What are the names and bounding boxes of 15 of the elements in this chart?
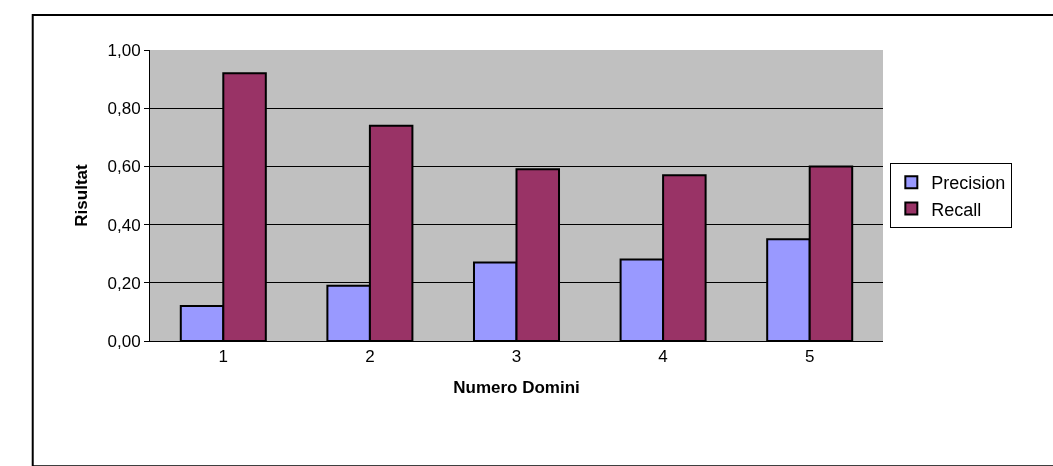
y-axis-title: Risultat — [72, 163, 92, 227]
x-tick-label: 5 — [804, 347, 815, 367]
legend-label: Recall — [931, 199, 982, 220]
y-tick-label: 0,00 — [107, 331, 141, 351]
x-tick-label: 1 — [218, 347, 229, 367]
x-tick-label: 3 — [511, 347, 522, 367]
y-tick-label: 0,60 — [107, 157, 141, 177]
y-tick-label: 0,40 — [107, 215, 141, 235]
legend-label: Precision — [931, 173, 1006, 194]
x-tick-label: 2 — [365, 347, 375, 367]
x-tick-label: 4 — [658, 347, 668, 367]
y-tick-label: 1,00 — [107, 40, 141, 60]
y-tick-label: 0,80 — [107, 99, 141, 119]
x-axis-title: Numero Domini — [453, 377, 580, 397]
y-tick-label: 0,20 — [107, 273, 141, 293]
